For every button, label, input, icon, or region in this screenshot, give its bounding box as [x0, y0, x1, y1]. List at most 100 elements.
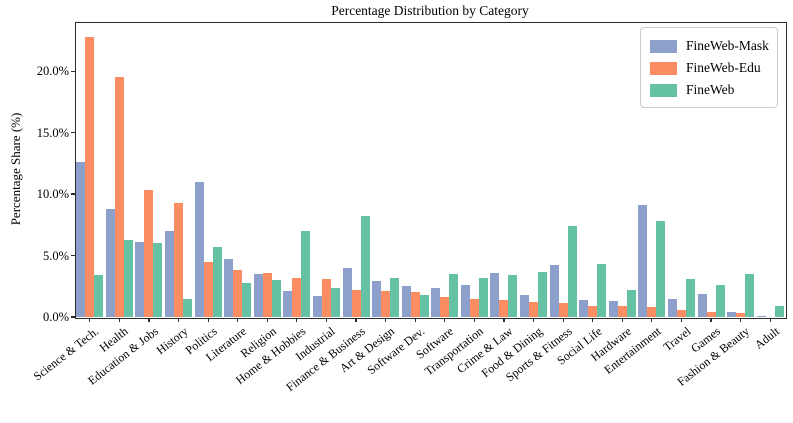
bar-fineweb-edu: [440, 297, 450, 317]
x-tick-label: Adult: [751, 324, 782, 352]
chart-title: Percentage Distribution by Category: [331, 3, 529, 18]
y-tick-label: 5.0%: [42, 248, 69, 263]
x-tick-mark: [266, 318, 268, 323]
legend: FineWeb-Mask FineWeb-Edu FineWeb: [640, 27, 778, 108]
bar-fineweb-edu: [736, 313, 746, 317]
bar-fineweb: [330, 287, 340, 317]
bar-fineweb: [626, 289, 636, 317]
x-tick-mark: [355, 318, 357, 323]
bar-fineweb-edu: [410, 292, 420, 317]
bar-fineweb: [183, 298, 193, 317]
bar-fineweb-edu: [588, 305, 598, 317]
bar-fineweb: [656, 221, 666, 317]
y-tick-mark: [71, 254, 75, 257]
x-tick-mark: [177, 318, 180, 323]
bar-fineweb-edu: [499, 299, 509, 317]
bar-fineweb: [538, 271, 548, 317]
legend-swatch: [650, 83, 677, 97]
bar-fineweb-edu: [381, 291, 391, 317]
x-tick-mark: [532, 318, 535, 323]
bar-fineweb-mask: [520, 294, 530, 317]
bar-fineweb-mask: [638, 205, 648, 317]
bar-fineweb-edu: [144, 190, 154, 317]
bar-fineweb-mask: [697, 293, 707, 317]
bar-fineweb-mask: [194, 181, 204, 317]
bar-fineweb-edu: [292, 277, 302, 317]
x-tick-mark: [769, 318, 771, 323]
x-tick-mark: [385, 318, 387, 323]
legend-label: FineWeb: [686, 82, 735, 97]
y-tick-label: 20.0%: [36, 64, 69, 79]
x-tick-mark: [592, 318, 594, 323]
bar-fineweb-mask: [401, 286, 411, 317]
x-tick-mark: [207, 318, 209, 323]
bar-fineweb-mask: [135, 242, 145, 317]
y-tick-mark: [71, 193, 75, 195]
bar-fineweb-mask: [460, 285, 470, 317]
bar-fineweb: [419, 294, 429, 317]
y-tick-label: 15.0%: [36, 125, 69, 140]
bar-fineweb-edu: [203, 261, 213, 317]
bar-fineweb-edu: [262, 272, 272, 317]
bar-fineweb-mask: [76, 162, 86, 317]
bar-fineweb-edu: [529, 302, 539, 317]
bar-fineweb-edu: [85, 36, 95, 317]
x-tick-label: History: [153, 324, 191, 358]
bar-fineweb-mask: [727, 312, 737, 317]
bar-fineweb: [449, 273, 459, 317]
bar-fineweb: [94, 275, 104, 317]
bar-fineweb-mask: [756, 315, 766, 317]
bar-fineweb-edu: [351, 289, 361, 317]
x-tick-mark: [325, 318, 328, 323]
bar-fineweb-mask: [224, 259, 234, 317]
legend-swatch: [650, 39, 677, 53]
bar-fineweb-edu: [676, 309, 686, 317]
x-tick-mark: [473, 318, 475, 323]
x-tick-mark: [89, 318, 91, 323]
bar-fineweb-mask: [667, 298, 677, 317]
y-tick-label: 0.0%: [42, 310, 69, 324]
x-tick-mark: [503, 318, 505, 323]
x-tick-mark: [296, 318, 298, 323]
bar-fineweb-edu: [321, 278, 331, 317]
x-tick-mark: [118, 318, 120, 323]
y-tick-mark: [71, 316, 75, 318]
bar-fineweb-edu: [469, 298, 479, 317]
bar-fineweb-edu: [233, 270, 243, 317]
bar-fineweb-mask: [431, 287, 441, 317]
x-tick-label: Travel: [660, 324, 694, 355]
bar-fineweb-mask: [283, 291, 293, 317]
bar-fineweb: [685, 278, 695, 317]
x-tick-mark: [621, 318, 623, 323]
bar-fineweb-mask: [372, 281, 382, 317]
bar-fineweb: [242, 282, 252, 317]
bar-fineweb-edu: [647, 307, 657, 317]
bar-fineweb-mask: [549, 265, 559, 317]
bar-fineweb-edu: [558, 303, 568, 317]
y-tick-label: 10.0%: [36, 187, 69, 202]
bar-fineweb: [123, 239, 133, 317]
bar-fineweb-mask: [490, 272, 500, 317]
x-tick-mark: [710, 318, 712, 323]
bar-fineweb-edu: [617, 305, 627, 317]
bar-fineweb: [715, 285, 725, 317]
bar-fineweb: [508, 275, 518, 317]
x-tick-mark: [740, 318, 742, 323]
x-tick-mark: [148, 318, 150, 323]
bar-fineweb-edu: [174, 202, 184, 317]
bar-fineweb: [478, 277, 488, 317]
bar-fineweb: [360, 216, 370, 317]
bar-fineweb-mask: [312, 296, 322, 317]
bar-fineweb: [567, 226, 577, 317]
legend-item: FineWeb-Mask: [650, 35, 769, 57]
y-tick-mark: [71, 70, 75, 72]
legend-swatch: [650, 61, 677, 75]
legend-item: FineWeb-Edu: [650, 57, 768, 79]
bar-fineweb-mask: [253, 273, 263, 317]
bar-fineweb: [212, 246, 222, 317]
bar-fineweb: [153, 243, 163, 317]
bar-fineweb: [745, 273, 755, 317]
y-tick-mark: [71, 132, 75, 134]
x-tick-mark: [562, 318, 564, 323]
x-tick-mark: [237, 318, 239, 323]
